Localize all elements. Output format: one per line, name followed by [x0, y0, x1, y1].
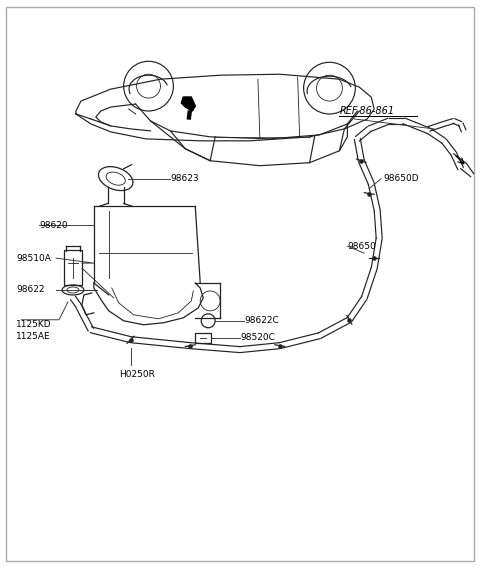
Text: 98623: 98623: [170, 174, 199, 183]
Text: 98650: 98650: [348, 242, 376, 250]
Text: 98620: 98620: [39, 221, 68, 230]
Bar: [64, 250, 82, 285]
Text: 98520C: 98520C: [240, 333, 275, 342]
Text: 98622: 98622: [16, 286, 45, 294]
Text: 98650D: 98650D: [383, 174, 419, 183]
Text: 1125KD: 1125KD: [16, 320, 52, 329]
Text: H0250R: H0250R: [119, 370, 155, 378]
Polygon shape: [187, 111, 192, 119]
Text: REF.86-861: REF.86-861: [339, 106, 395, 116]
Bar: [195, 333, 211, 343]
Text: 1125AE: 1125AE: [16, 332, 51, 341]
Text: 98510A: 98510A: [16, 254, 51, 262]
Polygon shape: [181, 97, 195, 111]
Text: 98622C: 98622C: [244, 316, 279, 325]
